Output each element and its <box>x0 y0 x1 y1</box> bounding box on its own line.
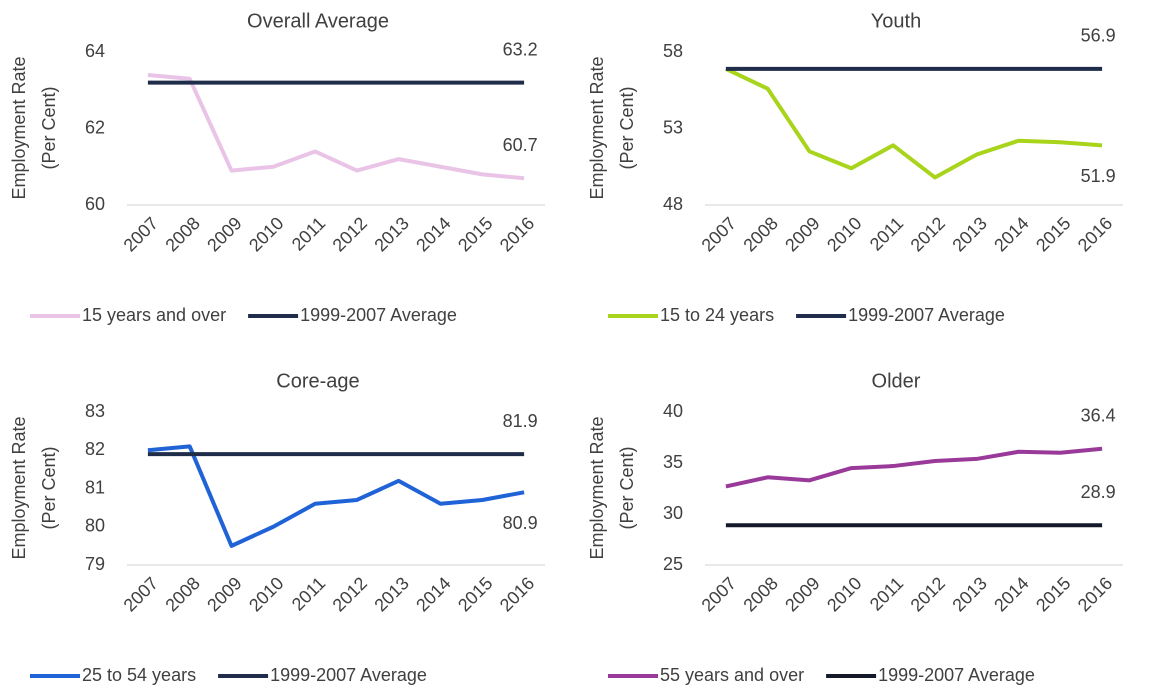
data-label: 56.9 <box>1081 26 1116 46</box>
y-axis-label: (Per Cent) <box>617 446 637 529</box>
x-tick-label: 2016 <box>496 213 538 255</box>
y-axis-label: Employment Rate <box>587 416 607 559</box>
y-axis-label: (Per Cent) <box>617 86 637 169</box>
y-tick-label: 40 <box>663 401 683 421</box>
y-tick-label: 82 <box>85 439 105 459</box>
x-tick-label: 2012 <box>907 573 949 615</box>
x-tick-label: 2016 <box>496 573 538 615</box>
legend-label: 1999-2007 Average <box>270 665 427 685</box>
legend-label: 55 years and over <box>660 665 804 685</box>
x-tick-label: 2007 <box>120 213 162 255</box>
y-tick-label: 83 <box>85 401 105 421</box>
legend-label: 1999-2007 Average <box>300 305 457 325</box>
x-tick-label: 2014 <box>412 573 454 615</box>
y-axis-label: Employment Rate <box>587 56 607 199</box>
x-tick-label: 2014 <box>990 213 1032 255</box>
x-tick-label: 2012 <box>329 573 371 615</box>
x-tick-label: 2009 <box>781 213 823 255</box>
legend-label: 1999-2007 Average <box>848 305 1005 325</box>
x-tick-label: 2008 <box>161 573 203 615</box>
x-tick-label: 2011 <box>866 213 908 255</box>
legend-label: 15 to 24 years <box>660 305 774 325</box>
x-tick-label: 2016 <box>1074 573 1116 615</box>
data-label: 36.4 <box>1081 405 1116 425</box>
y-tick-label: 30 <box>663 503 683 523</box>
x-tick-label: 2012 <box>329 213 371 255</box>
x-tick-label: 2013 <box>948 573 990 615</box>
x-tick-label: 2008 <box>739 213 781 255</box>
x-tick-label: 2013 <box>370 573 412 615</box>
legend-label: 15 years and over <box>82 305 226 325</box>
data-label: 60.7 <box>503 135 538 155</box>
x-tick-label: 2009 <box>203 573 245 615</box>
x-tick-label: 2011 <box>288 573 330 615</box>
x-tick-label: 2010 <box>245 573 287 615</box>
y-tick-label: 35 <box>663 452 683 472</box>
y-axis-label: Employment Rate <box>9 56 29 199</box>
x-tick-label: 2007 <box>120 573 162 615</box>
x-tick-label: 2009 <box>781 573 823 615</box>
y-tick-label: 25 <box>663 554 683 574</box>
x-tick-label: 2014 <box>412 213 454 255</box>
y-tick-label: 64 <box>85 41 105 61</box>
data-label: 81.9 <box>503 411 538 431</box>
data-label: 63.2 <box>503 39 538 59</box>
x-tick-label: 2015 <box>454 573 496 615</box>
x-tick-label: 2015 <box>454 213 496 255</box>
y-axis-label: Employment Rate <box>9 416 29 559</box>
x-tick-label: 2010 <box>823 573 865 615</box>
chart-title: Older <box>872 370 921 392</box>
y-axis-label: (Per Cent) <box>39 86 59 169</box>
y-tick-label: 81 <box>85 477 105 497</box>
legend-label: 25 to 54 years <box>82 665 196 685</box>
legend-label: 1999-2007 Average <box>878 665 1035 685</box>
y-tick-label: 58 <box>663 41 683 61</box>
series-line <box>725 446 1103 489</box>
y-tick-label: 53 <box>663 117 683 137</box>
x-tick-label: 2011 <box>866 573 908 615</box>
x-tick-label: 2015 <box>1032 213 1074 255</box>
y-tick-label: 62 <box>85 117 105 137</box>
chart-title: Youth <box>871 10 921 32</box>
x-tick-label: 2010 <box>823 213 865 255</box>
data-label: 80.9 <box>503 513 538 533</box>
x-tick-label: 2015 <box>1032 573 1074 615</box>
y-tick-label: 60 <box>85 194 105 214</box>
x-tick-label: 2014 <box>990 573 1032 615</box>
x-tick-label: 2011 <box>288 213 330 255</box>
x-tick-label: 2007 <box>698 213 740 255</box>
series-line <box>725 67 1103 180</box>
x-tick-label: 2009 <box>203 213 245 255</box>
x-tick-label: 2007 <box>698 573 740 615</box>
y-axis-label: (Per Cent) <box>39 446 59 529</box>
data-label: 28.9 <box>1081 482 1116 502</box>
x-tick-label: 2012 <box>907 213 949 255</box>
x-tick-label: 2008 <box>739 573 781 615</box>
y-tick-label: 48 <box>663 194 683 214</box>
chart-title: Overall Average <box>247 10 389 32</box>
y-tick-label: 80 <box>85 516 105 536</box>
data-label: 51.9 <box>1081 166 1116 186</box>
x-tick-label: 2013 <box>370 213 412 255</box>
y-tick-label: 79 <box>85 554 105 574</box>
series-line <box>147 72 525 181</box>
chart-title: Core-age <box>276 370 359 392</box>
series-line <box>147 444 525 548</box>
x-tick-label: 2010 <box>245 213 287 255</box>
x-tick-label: 2008 <box>161 213 203 255</box>
x-tick-label: 2013 <box>948 213 990 255</box>
x-tick-label: 2016 <box>1074 213 1116 255</box>
